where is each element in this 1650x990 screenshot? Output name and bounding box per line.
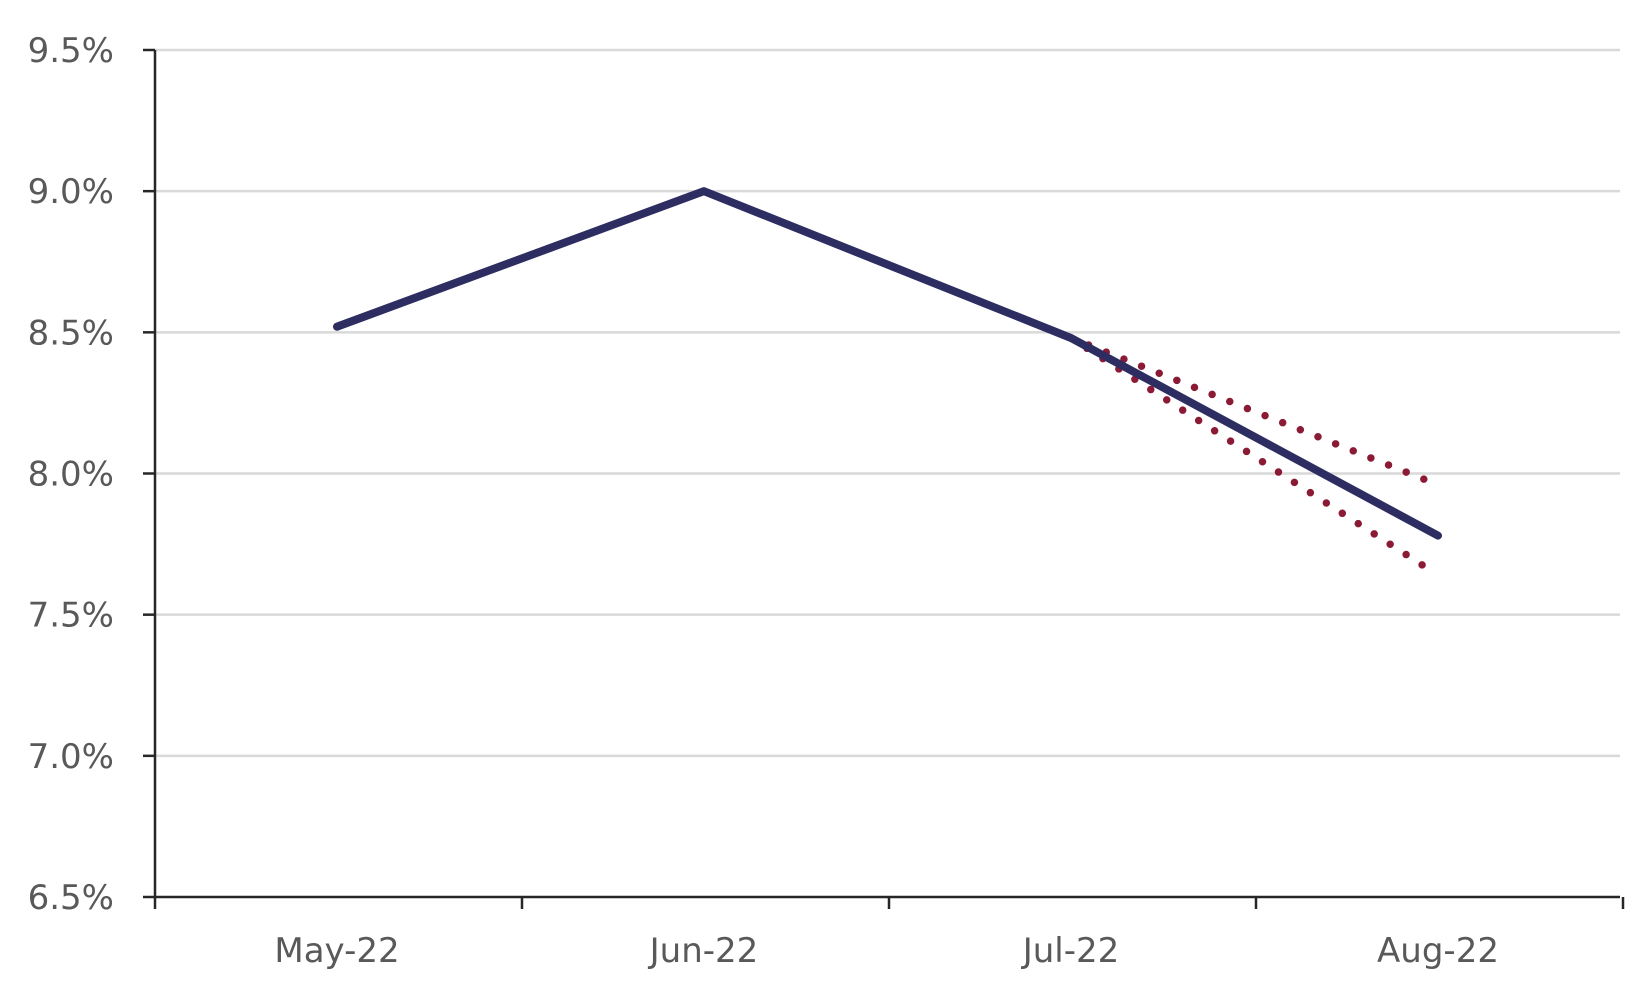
x-tick-label: Jun-22 — [648, 931, 759, 971]
y-tick-label: 7.5% — [28, 596, 114, 636]
x-tick-label: May-22 — [274, 931, 399, 971]
x-axis-ticks — [153, 897, 1625, 909]
y-tick-label: 8.5% — [28, 313, 114, 353]
y-tick-label: 7.0% — [28, 737, 114, 777]
y-axis-labels: 6.5% 7.0% 7.5% 8.0% 8.5% 9.0% 9.5% — [28, 31, 155, 918]
series-band-line — [1067, 334, 1442, 489]
x-axis-labels: May-22 Jun-22 Jul-22 Aug-22 — [274, 931, 1499, 971]
series-lines — [333, 187, 1442, 579]
x-tick-label: Aug-22 — [1377, 931, 1499, 971]
series-band-line — [1067, 334, 1442, 579]
y-tick-label: 8.0% — [28, 455, 114, 495]
y-tick-label: 6.5% — [28, 878, 114, 918]
gridlines — [155, 48, 1620, 758]
y-tick-label: 9.0% — [28, 172, 114, 212]
series-line — [333, 187, 1442, 540]
x-tick-label: Jul-22 — [1021, 931, 1120, 971]
y-tick-label: 9.5% — [28, 31, 114, 71]
